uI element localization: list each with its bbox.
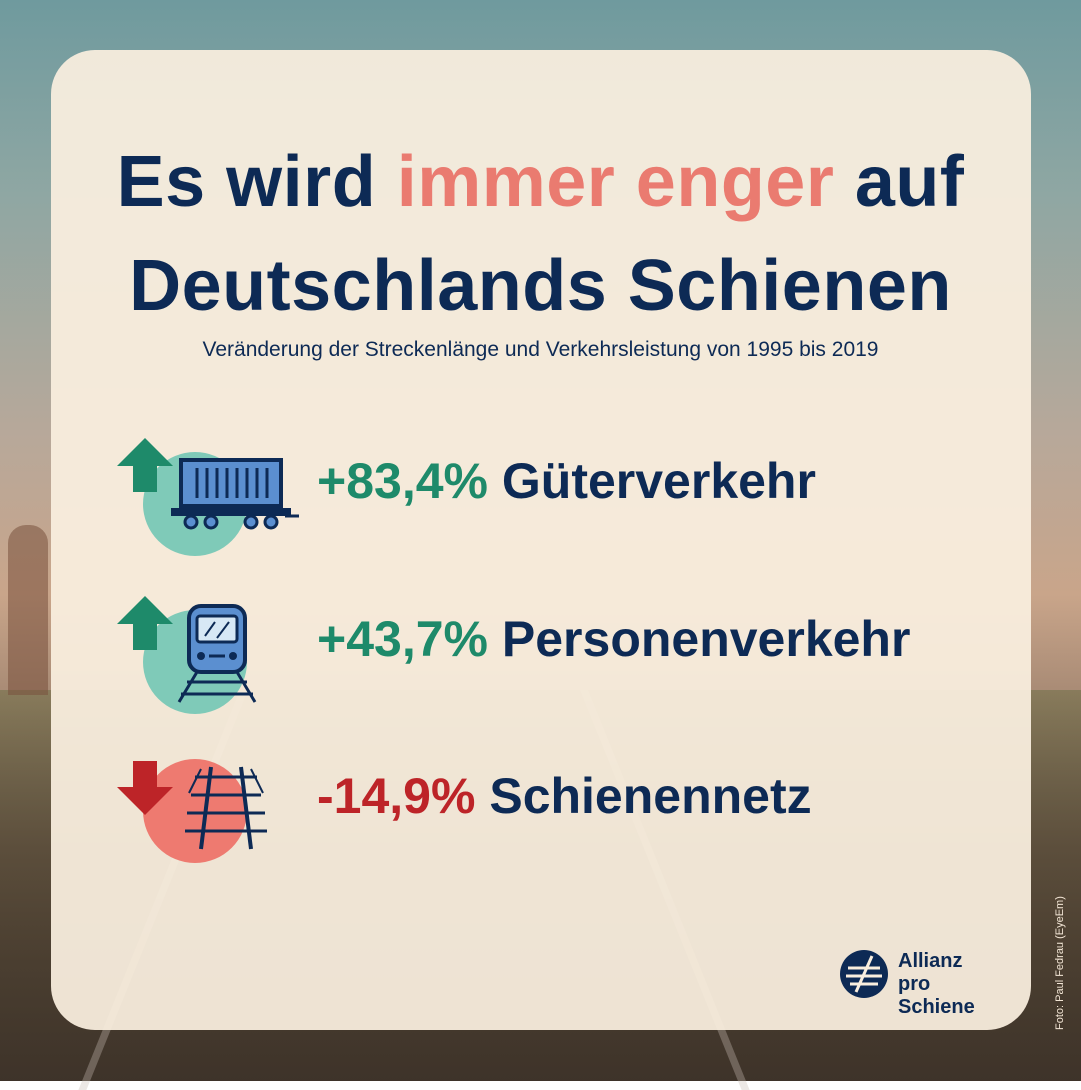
title-line-2: Deutschlands Schienen [129,246,952,326]
title-part-2: auf [854,142,965,222]
background-tower [8,525,48,695]
stat-text: +43,7% Personenverkehr [317,610,910,668]
stat-value: +83,4% [317,453,488,509]
stat-value: -14,9% [317,768,476,824]
rail-track-icon [185,766,267,850]
stat-text: -14,9% Schienennetz [317,767,812,825]
subtitle: Veränderung der Streckenlänge und Verkeh… [202,338,879,361]
stat-row-passenger: +43,7% Personenverkehr [115,590,1015,720]
stat-label: Personenverkehr [501,611,911,667]
freight-wagon-icon [171,458,299,530]
stat-row-network: -14,9% Schienennetz [115,745,1015,875]
stat-label: Güterverkehr [501,453,816,509]
title-highlight: immer enger [396,142,835,222]
logo-line-1: Allianz [898,950,963,972]
arrow-up-icon [117,438,173,492]
title-part-1: Es wird [116,142,377,222]
arrow-up-icon [117,596,173,650]
stat-value: +43,7% [317,611,488,667]
page-title: Es wird immer enger auf Deutschlands Sch… [0,130,1081,338]
stat-label: Schienennetz [489,768,812,824]
stat-row-freight: +83,4% Güterverkehr [115,432,1015,562]
passenger-train-icon [177,604,257,703]
logo-line-2: pro Schiene [898,973,975,1018]
logo-emblem-icon [840,950,888,998]
logo-text: Allianz pro Schiene [898,950,1008,1019]
allianz-pro-schiene-logo: Allianz pro Schiene [838,946,1008,1018]
stat-text: +83,4% Güterverkehr [317,452,816,510]
arrow-down-icon [117,761,173,815]
photo-credit: Foto: Paul Fedrau (EyeEm) [1054,896,1066,1030]
